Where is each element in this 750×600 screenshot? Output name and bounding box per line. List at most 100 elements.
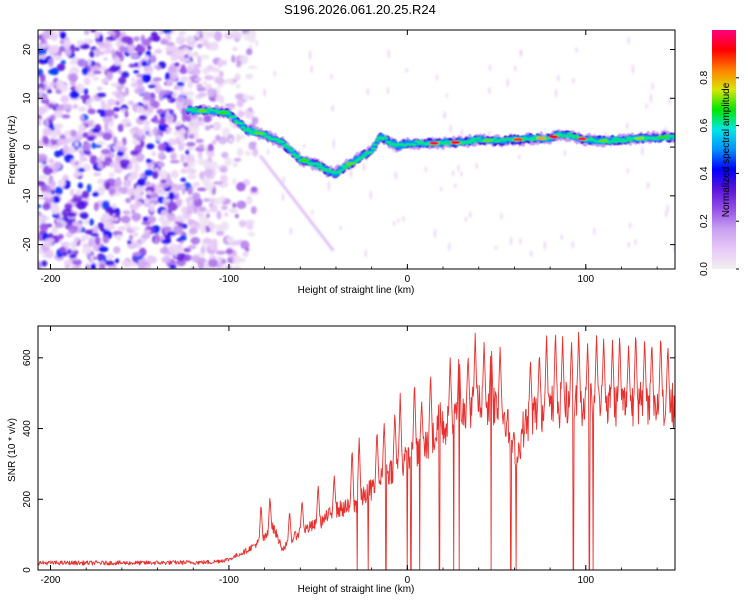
ridge-segment — [467, 141, 473, 144]
noise-blob — [232, 202, 237, 208]
noise-blob — [140, 34, 145, 43]
ridge-segment — [239, 122, 244, 125]
ridge-segment — [289, 149, 294, 152]
noise-streak — [303, 212, 307, 216]
noise-blob — [244, 150, 252, 156]
noise-blob — [221, 205, 228, 211]
noise-blob — [45, 249, 54, 259]
noise-blob — [108, 152, 115, 159]
noise-blob — [88, 96, 95, 103]
ridge-segment — [287, 146, 292, 149]
ridge-segment — [501, 139, 507, 142]
noise-blob — [143, 55, 150, 61]
noise-blob — [236, 200, 247, 209]
noise-streak — [649, 93, 653, 104]
noise-blob — [124, 87, 129, 97]
noise-blob — [169, 159, 180, 164]
noise-blob — [132, 231, 139, 238]
noise-blob — [204, 75, 214, 81]
noise-blob — [187, 207, 193, 215]
noise-blob — [186, 141, 196, 147]
noise-blob — [79, 157, 89, 162]
noise-blob — [198, 215, 208, 224]
ridge-segment — [642, 138, 648, 141]
x-tick-label: 0 — [405, 274, 411, 285]
noise-blob — [94, 236, 101, 246]
noise-blob — [192, 182, 200, 187]
noise-blob — [226, 235, 234, 244]
noise-streak — [310, 65, 313, 74]
noise-blob — [238, 220, 247, 228]
ridge-segment — [362, 154, 367, 157]
noise-blob — [176, 214, 187, 223]
noise-blob — [132, 252, 142, 257]
noise-blob — [48, 158, 54, 164]
noise-blob — [98, 246, 109, 253]
spectrogram-x-ticks: -200 -100 0 100 — [40, 30, 658, 285]
noise-blob — [183, 247, 191, 253]
ridge-segment — [338, 169, 344, 172]
noise-blob — [104, 42, 111, 51]
noise-blob — [231, 54, 236, 63]
noise-blob — [187, 50, 193, 58]
noise-blob — [203, 160, 210, 170]
noise-blob — [218, 136, 228, 145]
noise-blob — [97, 222, 105, 230]
noise-blob — [41, 191, 49, 198]
noise-blob — [134, 187, 142, 197]
noise-blob — [122, 210, 129, 215]
noise-blob — [96, 92, 107, 98]
noise-streak — [301, 209, 305, 214]
noise-blob — [97, 162, 104, 169]
ridge-segment — [611, 137, 617, 141]
noise-blob — [113, 136, 118, 145]
noise-streak — [307, 217, 311, 221]
noise-blob — [171, 92, 178, 98]
noise-streak — [266, 148, 270, 155]
noise-blob — [208, 258, 219, 268]
noise-blob — [52, 212, 62, 218]
noise-blob — [38, 260, 42, 269]
noise-streak — [263, 88, 266, 97]
noise-blob — [209, 254, 217, 261]
noise-blob — [181, 112, 187, 123]
noise-blob — [93, 172, 102, 177]
noise-blob — [102, 132, 113, 141]
noise-blob — [41, 260, 48, 267]
ridge-hotspot — [298, 158, 309, 163]
noise-blob — [123, 153, 129, 161]
noise-blob — [173, 85, 178, 91]
noise-blob — [166, 79, 172, 87]
y-tick-label: 600 — [22, 349, 33, 366]
noise-blob — [136, 73, 144, 78]
noise-blob — [138, 128, 144, 137]
noise-blob — [38, 234, 44, 240]
ridge-hotspot — [218, 111, 229, 115]
noise-blob — [224, 156, 232, 167]
noise-blob — [90, 30, 97, 33]
noise-blob — [121, 71, 130, 78]
noise-blob — [116, 234, 122, 242]
noise-streak — [332, 138, 336, 149]
ridge-segment — [231, 115, 237, 119]
noise-blob — [130, 82, 139, 88]
noise-blob — [183, 47, 190, 52]
noise-blob — [61, 114, 71, 119]
ridge-hotspot — [450, 140, 461, 145]
ridge-segment — [565, 135, 571, 138]
ridge-segment — [190, 109, 196, 112]
noise-streak — [443, 111, 446, 118]
noise-blob — [183, 162, 189, 168]
noise-blob — [69, 90, 80, 99]
ridge-hotspot — [657, 135, 668, 139]
spectrogram-y-label: Frequency (Hz) — [7, 116, 18, 185]
noise-blob — [162, 198, 171, 203]
noise-blob — [93, 65, 100, 71]
noise-blob — [133, 163, 141, 173]
noise-blob — [64, 203, 73, 210]
noise-streak — [500, 213, 503, 220]
noise-blob — [217, 59, 224, 68]
noise-streak — [364, 249, 367, 258]
noise-blob — [104, 181, 111, 190]
noise-blob — [38, 43, 48, 49]
